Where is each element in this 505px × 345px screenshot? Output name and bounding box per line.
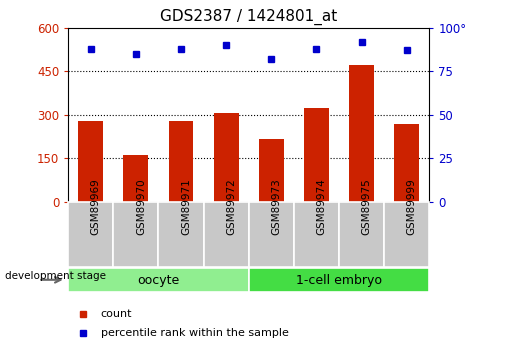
FancyBboxPatch shape [159,202,204,267]
Text: development stage: development stage [5,271,106,280]
Bar [78,120,103,202]
Bar [349,65,374,202]
Text: count: count [100,309,132,319]
FancyBboxPatch shape [68,268,248,292]
Text: 1-cell embryo: 1-cell embryo [296,274,382,287]
FancyBboxPatch shape [113,202,159,267]
Bar [214,113,238,202]
Text: GSM89973: GSM89973 [271,179,281,235]
Text: GSM89971: GSM89971 [181,179,191,235]
Text: GSM89975: GSM89975 [362,179,372,235]
Text: oocyte: oocyte [137,274,180,287]
Bar [304,108,329,202]
Text: percentile rank within the sample: percentile rank within the sample [100,328,288,338]
Bar [259,139,284,202]
FancyBboxPatch shape [294,202,339,267]
Bar [394,124,419,202]
Text: GSM89969: GSM89969 [91,179,100,235]
Bar [123,155,148,202]
Title: GDS2387 / 1424801_at: GDS2387 / 1424801_at [160,9,337,25]
Bar [169,120,193,202]
FancyBboxPatch shape [204,202,248,267]
FancyBboxPatch shape [68,202,113,267]
FancyBboxPatch shape [248,268,429,292]
FancyBboxPatch shape [384,202,429,267]
FancyBboxPatch shape [339,202,384,267]
Text: GSM89999: GSM89999 [407,179,417,235]
Text: GSM89974: GSM89974 [317,179,326,235]
FancyBboxPatch shape [248,202,294,267]
Text: GSM89970: GSM89970 [136,179,146,235]
Text: GSM89972: GSM89972 [226,179,236,235]
